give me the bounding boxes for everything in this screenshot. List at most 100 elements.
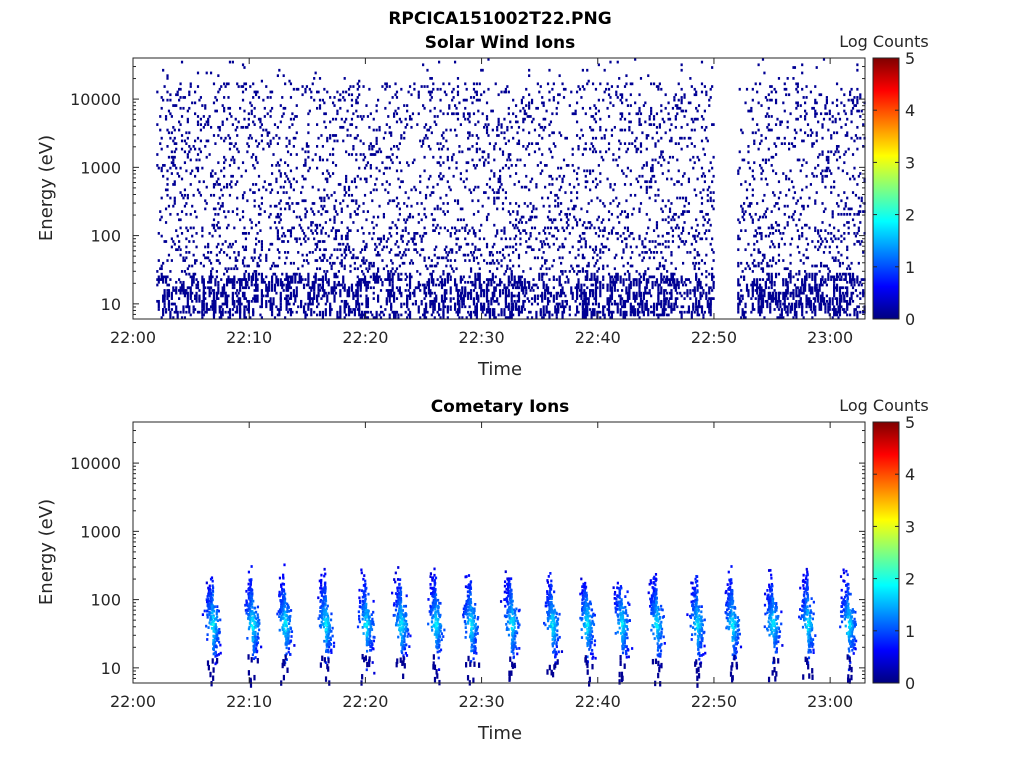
heatmap-cell [350, 310, 354, 314]
heatmap-cell [602, 305, 605, 314]
heatmap-cell [514, 286, 518, 290]
heatmap-cell [327, 196, 330, 200]
heatmap-cell [432, 87, 435, 91]
heatmap-cell [817, 248, 820, 252]
heatmap-cell [670, 218, 673, 222]
heatmap-cell [363, 193, 367, 197]
heatmap-cell [621, 210, 624, 213]
heatmap-cell [680, 136, 683, 140]
heatmap-cell [782, 291, 785, 300]
heatmap-cell [475, 164, 478, 167]
heatmap-cell [356, 229, 359, 232]
heatmap-cell [252, 297, 255, 300]
heatmap-cell [548, 245, 551, 249]
heatmap-cell [683, 204, 686, 208]
heatmap-cell [160, 272, 163, 281]
heatmap-cell [667, 117, 670, 121]
heatmap-cell [179, 166, 182, 170]
heatmap-cell [677, 283, 680, 287]
heatmap-cell [516, 226, 519, 230]
heatmap-cell [750, 106, 753, 110]
heatmap-cell [292, 302, 295, 306]
heatmap-cell [635, 136, 638, 140]
heatmap-cell [363, 261, 367, 265]
heatmap-cell [570, 199, 573, 203]
heatmap-cell [467, 117, 470, 121]
heatmap-cell [692, 155, 695, 159]
heatmap-cell [622, 278, 625, 287]
heatmap-cell [162, 308, 165, 311]
heatmap-cell [552, 82, 555, 86]
heatmap-cell [542, 101, 545, 105]
heatmap-cell [417, 112, 420, 116]
heatmap-cell [423, 308, 426, 311]
heatmap-cell [275, 177, 278, 181]
heatmap-cell [535, 106, 538, 110]
heatmap-cell [352, 291, 355, 300]
heatmap-cell [483, 259, 486, 262]
heatmap-cell [172, 316, 175, 319]
heatmap-cell [355, 199, 358, 203]
heatmap-cell [594, 261, 598, 265]
heatmap-cell [257, 204, 261, 208]
heatmap-cell [535, 183, 538, 186]
heatmap-cell [462, 115, 465, 118]
heatmap-cell [157, 299, 160, 309]
heatmap-cell [635, 147, 638, 151]
heatmap-cell [388, 199, 391, 203]
heatmap-cell [304, 278, 307, 281]
heatmap-cell [652, 256, 656, 260]
heatmap-cell [674, 212, 677, 216]
heatmap-cell [257, 212, 261, 216]
heatmap-cell [790, 291, 794, 295]
heatmap-cell [625, 278, 628, 281]
heatmap-cell [788, 215, 791, 219]
heatmap-cell [618, 202, 621, 205]
heatmap-cell [390, 305, 393, 309]
heatmap-cell [541, 153, 544, 156]
heatmap-cell [191, 169, 194, 173]
heatmap-cell [499, 185, 502, 189]
heatmap-cell [504, 164, 508, 167]
heatmap-cell [772, 191, 775, 194]
heatmap-cell [324, 177, 327, 181]
heatmap-cell [304, 310, 307, 319]
heatmap-cell [339, 305, 342, 314]
heatmap-cell [507, 155, 510, 159]
heatmap-cell [442, 161, 445, 165]
heatmap-cell [795, 223, 798, 227]
heatmap-cell [474, 272, 477, 281]
heatmap-cell [817, 155, 820, 159]
heatmap-cell [623, 85, 627, 88]
heatmap-cell [593, 117, 596, 121]
heatmap-cell [769, 259, 772, 262]
heatmap-cell [554, 305, 557, 314]
heatmap-cell [522, 286, 525, 295]
heatmap-cell [246, 299, 249, 303]
heatmap-cell [288, 196, 291, 200]
heatmap-cell [821, 150, 824, 154]
heatmap-cell [430, 96, 433, 99]
heatmap-cell [506, 264, 509, 268]
heatmap-cell [214, 305, 217, 314]
heatmap-cell [223, 155, 226, 159]
heatmap-cell [655, 223, 659, 227]
heatmap-cell [639, 275, 643, 279]
heatmap-cell [442, 210, 445, 213]
heatmap-cell [687, 278, 691, 281]
heatmap-cell [544, 259, 547, 262]
heatmap-cell [186, 267, 189, 271]
heatmap-cell [231, 308, 234, 311]
heatmap-cell [767, 123, 770, 126]
heatmap-cell [790, 302, 794, 311]
heatmap-cell [180, 177, 184, 181]
heatmap-cell [375, 166, 378, 170]
heatmap-cell [424, 196, 428, 200]
heatmap-cell [224, 158, 227, 162]
heatmap-cell [666, 232, 669, 235]
heatmap-cell [695, 93, 698, 97]
heatmap-cell [243, 256, 246, 260]
heatmap-cell [571, 267, 574, 271]
heatmap-cell [225, 299, 229, 309]
heatmap-cell [255, 183, 258, 186]
